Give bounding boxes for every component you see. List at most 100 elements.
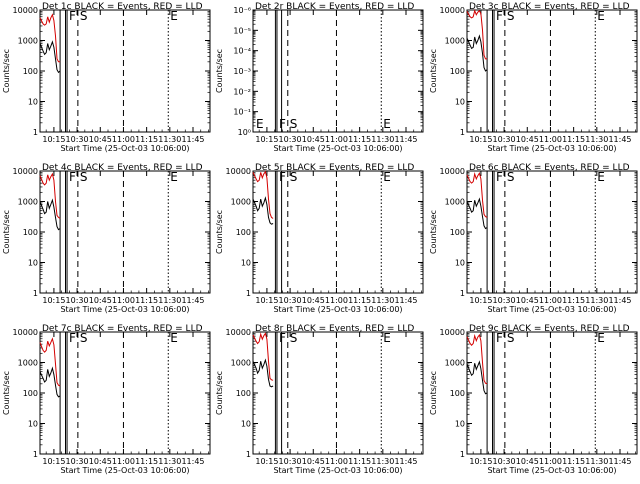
marker-label-e: E — [597, 9, 605, 23]
y-tick-label: 10000 — [226, 167, 251, 176]
panel-det-5: Det 5r BLACK = Events, RED = LLD 1 10 100 10… — [215, 163, 424, 314]
x-tick-label: 10:45 — [302, 135, 325, 144]
y-tick-label: 1 — [246, 450, 251, 459]
panel-title: Det 1c BLACK = Events, RED = LLD — [42, 2, 203, 12]
y-tick-label: 10⁻² — [233, 87, 251, 96]
panel-title: Det 9c BLACK = Events, RED = LLD — [469, 324, 630, 334]
panel-title: Det 8r BLACK = Events, RED = LLD — [255, 324, 414, 334]
x-tick-label: 11:30 — [371, 457, 394, 466]
panel-det-1: Det 1c BLACK = Events, RED = LLD 1 10 100 10… — [2, 2, 211, 153]
x-tick-label: 11:30 — [158, 457, 181, 466]
y-tick-label: 10 — [455, 420, 465, 429]
y-tick-label: 1 — [460, 128, 465, 137]
x-tick-label: 11:15 — [348, 457, 371, 466]
series-lld-line — [252, 332, 274, 381]
x-tick-label: 10:15 — [42, 135, 65, 144]
y-tick-label: 1 — [33, 128, 38, 137]
panel-det-9: Det 9c BLACK = Events, RED = LLD 1 10 100 10… — [429, 324, 638, 475]
x-tick-label: 11:15 — [135, 457, 158, 466]
y-tick-label: 1 — [246, 289, 251, 298]
x-tick-label: 11:00 — [539, 135, 562, 144]
y-tick-label: 10⁻⁵ — [233, 26, 251, 35]
x-tick-label: 10:45 — [516, 135, 539, 144]
x-tick-label: 10:45 — [302, 457, 325, 466]
x-tick-label: 10:15 — [255, 135, 278, 144]
x-tick-label: 10:45 — [89, 135, 112, 144]
y-tick-label: 100 — [236, 389, 251, 398]
x-tick-label: 10:15 — [469, 457, 492, 466]
x-tick-label: 11:00 — [325, 296, 348, 305]
plot-frame — [252, 9, 424, 133]
y-tick-label: 10⁻⁴ — [233, 47, 251, 56]
y-tick-label: 100 — [450, 67, 465, 76]
y-axis-label: Counts/sec — [2, 210, 11, 254]
x-tick-label: 10:45 — [89, 457, 112, 466]
marker-label-s: S — [80, 9, 88, 23]
x-axis-label: Start Time (25-Oct-03 10:06:00) — [273, 144, 402, 153]
y-tick-label: 100 — [23, 228, 38, 237]
y-axis-label: Counts/sec — [429, 49, 438, 93]
x-tick-label: 11:15 — [562, 457, 585, 466]
series-lld-line — [39, 337, 61, 387]
plot-frame — [252, 170, 424, 294]
panel-det-3: Det 3c BLACK = Events, RED = LLD 1 10 100 10… — [429, 2, 638, 153]
marker-label-e: E — [383, 117, 391, 131]
x-tick-label: 11:30 — [371, 135, 394, 144]
y-tick-label: 1000 — [445, 359, 465, 368]
marker-label-e: E — [383, 170, 391, 184]
x-tick-label: 11:45 — [608, 135, 631, 144]
y-tick-label: 10⁻³ — [233, 67, 251, 76]
x-axis-label: Start Time (25-Oct-03 10:06:00) — [273, 305, 402, 314]
x-tick-label: 11:15 — [135, 296, 158, 305]
x-tick-label: 10:45 — [516, 296, 539, 305]
x-axis-label: Start Time (25-Oct-03 10:06:00) — [60, 305, 189, 314]
y-tick-label: 10 — [28, 98, 38, 107]
x-tick-label: 10:30 — [279, 457, 302, 466]
marker-label-f: F — [279, 117, 286, 131]
x-tick-label: 10:45 — [516, 457, 539, 466]
series-events-line — [466, 360, 488, 395]
x-tick-label: 10:30 — [279, 296, 302, 305]
x-tick-label: 10:15 — [42, 296, 65, 305]
y-tick-label: 10⁰ — [238, 128, 251, 137]
series-lld-line — [39, 172, 61, 219]
y-tick-label: 10 — [28, 420, 38, 429]
x-axis-label: Start Time (25-Oct-03 10:06:00) — [273, 466, 402, 475]
marker-label-e: E — [597, 170, 605, 184]
marker-label-s: S — [80, 331, 88, 345]
series-lld-line — [252, 170, 274, 219]
x-tick-label: 11:00 — [112, 296, 135, 305]
y-tick-label: 10000 — [440, 328, 465, 337]
marker-label-f: F — [496, 331, 503, 345]
x-tick-label: 11:15 — [348, 135, 371, 144]
series-lld-line — [466, 9, 488, 60]
x-tick-label: 10:30 — [493, 135, 516, 144]
y-axis-label: Counts/sec — [429, 371, 438, 415]
y-tick-label: 10 — [455, 98, 465, 107]
marker-label-s: S — [507, 170, 515, 184]
panel-det-2: Det 2r BLACK = Events, RED = LLD 10⁰ 10⁻¹ 1… — [215, 2, 424, 153]
panel-title: Det 4c BLACK = Events, RED = LLD — [42, 163, 203, 173]
marker-label-s: S — [80, 170, 88, 184]
y-axis-label: Counts/sec — [2, 49, 11, 93]
y-tick-label: 1000 — [445, 37, 465, 46]
marker-label-s: S — [290, 170, 298, 184]
y-tick-label: 100 — [23, 389, 38, 398]
x-tick-label: 10:30 — [279, 135, 302, 144]
marker-label-e: E — [597, 331, 605, 345]
x-tick-label: 11:30 — [585, 457, 608, 466]
x-tick-label: 11:45 — [181, 457, 204, 466]
y-tick-label: 10000 — [13, 6, 38, 15]
x-axis-label: Start Time (25-Oct-03 10:06:00) — [487, 305, 616, 314]
x-tick-label: 10:30 — [66, 457, 89, 466]
series-events-line — [252, 358, 274, 388]
series-events-line — [466, 197, 488, 230]
x-tick-label: 11:30 — [371, 296, 394, 305]
y-axis-label: Counts/sec — [429, 210, 438, 254]
panel-title: Det 3c BLACK = Events, RED = LLD — [469, 2, 630, 12]
y-tick-label: 1000 — [18, 37, 38, 46]
marker-label-s: S — [290, 117, 298, 131]
series-lld-line — [466, 333, 488, 385]
marker-label-e: E — [170, 170, 178, 184]
